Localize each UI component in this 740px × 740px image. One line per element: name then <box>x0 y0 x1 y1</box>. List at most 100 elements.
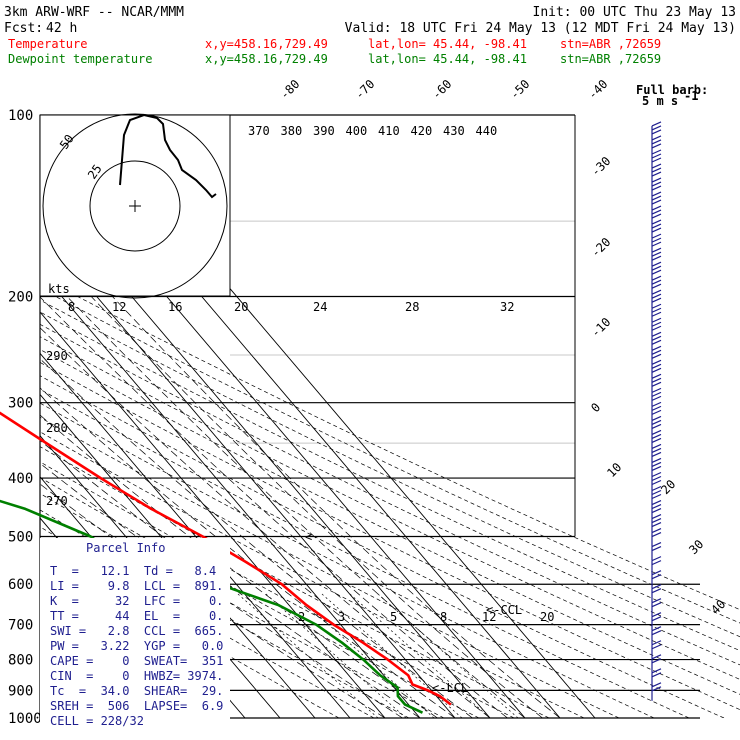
wind-barb-flag <box>651 654 662 660</box>
isotherm-label: -80 <box>277 77 302 102</box>
dry-adiabat <box>40 388 690 718</box>
wind-barb-flag <box>651 443 662 449</box>
legend-temperature-xy: x,y=458.16,729.49 <box>205 37 328 51</box>
wind-barb-flag <box>651 588 662 594</box>
legend-dewpoint-xy: x,y=458.16,729.49 <box>205 52 328 66</box>
valid-time: Valid: 18 UTC Fri 24 May 13 (12 MDT Fri … <box>345 21 736 36</box>
dry-adiabat <box>40 276 740 611</box>
isotherm-label: 0 <box>588 400 603 415</box>
wind-barb-flag <box>651 139 662 145</box>
wind-barb-flag <box>651 626 662 632</box>
wind-barb-flag <box>651 219 662 225</box>
wind-barb-flag <box>651 616 662 622</box>
wind-barb-flag <box>651 518 662 524</box>
theta-label: 280 <box>46 421 68 435</box>
forecast-label: Fcst: <box>4 21 43 36</box>
wind-barb-flag <box>651 255 662 261</box>
isobar-label: 400 <box>8 471 33 487</box>
wind-barb-flag <box>651 321 662 327</box>
wind-barb-flag <box>651 297 662 303</box>
hodograph-ring-label: 25 <box>85 162 105 182</box>
wind-barb-flag <box>651 265 662 271</box>
isotherm-label: -30 <box>588 154 613 179</box>
wind-barb-flag <box>651 415 662 421</box>
parcel-info-line: CAPE = 0 SWEAT= 351 <box>50 654 223 668</box>
wind-barb-flag <box>651 522 662 528</box>
wind-barb-flag <box>651 423 662 429</box>
moist-adiabat <box>90 296 543 718</box>
mixing-ratio-line <box>236 592 379 718</box>
mixing-ratio-line <box>320 592 463 718</box>
moist-adiabat <box>40 358 473 718</box>
theta-e-label: 430 <box>443 124 465 138</box>
wind-barb-flag <box>651 682 662 688</box>
wind-barb-flag <box>651 405 662 411</box>
isobar-label: 800 <box>8 653 33 669</box>
theta-e-label: 400 <box>346 124 368 138</box>
wind-barb-flag <box>651 489 662 496</box>
dry-adiabat <box>40 375 725 718</box>
wind-barb-flag <box>651 293 662 299</box>
wind-barb-flag <box>651 241 662 247</box>
isobar-label: 1000 <box>8 711 42 727</box>
parcel-info-title: Parcel Info <box>86 541 165 555</box>
hodograph-ring-50 <box>42 113 228 299</box>
ccl-marker: <-CCL <box>486 603 522 617</box>
dry-adiabat <box>40 287 740 624</box>
barb-legend-speed: 5 m s <box>642 94 678 108</box>
parcel-info-line: T = 12.1 Td = 8.4 <box>50 564 216 578</box>
wind-barb-flag <box>651 503 662 510</box>
speed-tick-label: 32 <box>500 300 514 314</box>
wind-barb-flag <box>651 433 662 439</box>
mixing-ratio-label: 5 <box>390 610 397 624</box>
isobar-label: 500 <box>8 529 33 545</box>
isobar-label: 100 <box>8 108 33 124</box>
isotherm-label: -70 <box>352 77 377 102</box>
wind-barb-flag <box>651 437 662 443</box>
wind-barb-flag <box>651 475 662 482</box>
isotherm-line <box>40 270 421 718</box>
hodograph-ring-label: 50 <box>57 132 77 152</box>
wind-barb-flag <box>651 233 662 239</box>
temperature-line <box>0 411 452 706</box>
wind-barb-flag <box>651 686 662 692</box>
wind-barb-flag <box>651 171 662 177</box>
wind-barb-flag <box>651 279 662 285</box>
wind-barb-flag <box>651 465 662 472</box>
legend-temperature-latlon: lat,lon= 45.44, -98.41 <box>368 37 527 51</box>
legend-dewpoint-label: Dewpoint temperature <box>8 52 153 66</box>
speed-tick-label: 24 <box>313 300 327 314</box>
wind-barb-flag <box>651 339 662 345</box>
wind-barb-flag <box>651 395 662 401</box>
wind-barb-flag <box>651 237 662 243</box>
wind-barb-flag <box>651 311 662 317</box>
isotherm-label: -60 <box>429 77 454 102</box>
wind-barb-flag <box>651 325 662 331</box>
wind-barb-flag <box>651 209 662 215</box>
theta-e-label: 380 <box>281 124 303 138</box>
theta-e-label: 370 <box>248 124 270 138</box>
theta-e-label: 410 <box>378 124 400 138</box>
isobar-label: 200 <box>8 290 33 306</box>
wind-barb-flag <box>651 377 662 383</box>
wind-barb-flag <box>651 167 662 173</box>
parcel-info-line: PW = 3.22 YGP = 0.0 <box>50 639 223 653</box>
wind-barb-flag <box>651 177 662 183</box>
wind-barb-flag <box>651 493 662 500</box>
legend-dewpoint-latlon: lat,lon= 45.44, -98.41 <box>368 52 527 66</box>
wind-barb-flag <box>651 205 662 211</box>
wind-barb-flag <box>651 307 662 313</box>
mixing-ratio-label: 3 <box>338 610 345 624</box>
wind-barb-flag <box>651 451 662 457</box>
isobar-label: 600 <box>8 577 33 593</box>
parcel-info-line: K = 32 LFC = 0. <box>50 594 223 608</box>
wind-barb-flag <box>651 317 662 323</box>
isotherm-label: -40 <box>585 77 610 102</box>
wind-barb-flag <box>651 640 662 646</box>
dry-adiabat <box>40 362 740 711</box>
dry-adiabat <box>40 543 340 718</box>
hodograph-ring-25 <box>89 160 181 252</box>
speed-tick-label: 12 <box>112 300 126 314</box>
